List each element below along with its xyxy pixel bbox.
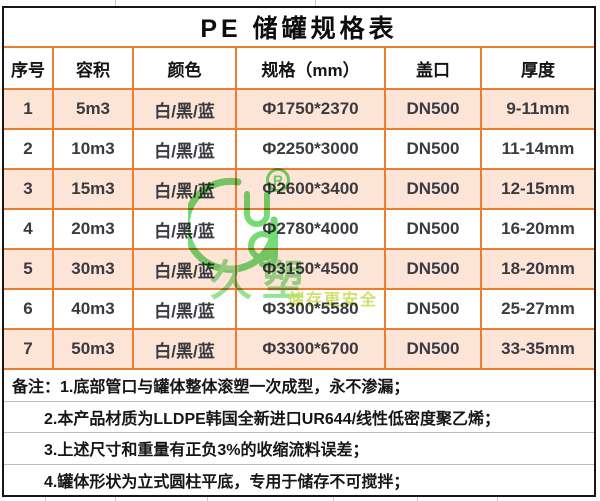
cell-volume: 50m3 — [52, 330, 132, 368]
table-row: 7 50m3 白/黑/蓝 Φ3300*6700 DN500 33-35mm — [4, 330, 594, 370]
cell-spec: Φ3150*4500 — [235, 250, 384, 288]
table-row: 4 20m3 白/黑/蓝 Φ2780*4000 DN500 16-20mm — [4, 210, 594, 250]
cell-thickness: 11-14mm — [480, 130, 594, 168]
cell-volume: 30m3 — [52, 250, 132, 288]
table-header-row: 序号 容积 颜色 规格（mm） 盖口 厚度 — [4, 48, 594, 90]
cell-index: 6 — [23, 299, 33, 318]
gridline-stub — [207, 497, 208, 501]
cell-spec: Φ3300*6700 — [235, 330, 384, 368]
cell-thickness: 33-35mm — [480, 330, 594, 368]
column-header-index: 序号 — [11, 60, 45, 80]
cell-lid: DN500 — [384, 210, 480, 248]
gridline-stub — [115, 497, 116, 501]
column-header-volume: 容积 — [52, 48, 132, 88]
cell-spec: Φ3300*5580 — [235, 290, 384, 328]
cell-color: 白/黑/蓝 — [132, 130, 235, 168]
cell-spec: Φ2780*4000 — [235, 210, 384, 248]
cell-index: 4 — [23, 219, 33, 238]
gridline-stub — [333, 497, 334, 501]
table-row: 6 40m3 白/黑/蓝 Φ3300*5580 DN500 25-27mm — [4, 290, 594, 330]
gridline-stub — [315, 0, 316, 6]
gridline-stub — [115, 0, 116, 6]
cell-thickness: 18-20mm — [480, 250, 594, 288]
table-row: 1 5m3 白/黑/蓝 Φ1750*2370 DN500 9-11mm — [4, 90, 594, 130]
notes-label: 备注： — [12, 379, 61, 397]
cell-volume: 5m3 — [52, 90, 132, 128]
spec-table: PE 储罐规格表 序号 容积 颜色 规格（mm） 盖口 厚度 1 5m3 白/黑… — [2, 6, 596, 497]
gridline-stub — [45, 497, 46, 501]
cell-volume: 20m3 — [52, 210, 132, 248]
note-row: 3.上述尺寸和重量有正负3%的收缩流料误差； — [4, 433, 594, 465]
cell-index: 2 — [23, 139, 33, 158]
table-row: 5 30m3 白/黑/蓝 Φ3150*4500 DN500 18-20mm — [4, 250, 594, 290]
gridline-stub — [497, 497, 498, 501]
cell-index: 5 — [23, 259, 33, 278]
note-text: 2.本产品材质为LLDPE韩国全新进口UR644/线性低密度聚乙烯； — [44, 410, 501, 428]
cell-volume: 10m3 — [52, 130, 132, 168]
table-title-row: PE 储罐规格表 — [4, 8, 594, 48]
note-text: 1.底部管口与罐体整体滚塑一次成型，永不渗漏； — [60, 379, 410, 397]
cell-index: 1 — [23, 99, 33, 118]
cell-color: 白/黑/蓝 — [132, 290, 235, 328]
cell-thickness: 12-15mm — [480, 170, 594, 208]
note-text: 3.上述尺寸和重量有正负3%的收缩流料误差； — [44, 442, 369, 460]
cell-spec: Φ2600*3400 — [235, 170, 384, 208]
column-header-color: 颜色 — [132, 48, 235, 88]
column-header-spec: 规格（mm） — [235, 48, 384, 88]
cell-lid: DN500 — [384, 130, 480, 168]
notes-section: 备注： 1.底部管口与罐体整体滚塑一次成型，永不渗漏； 2.本产品材质为LLDPE… — [4, 370, 594, 495]
page-title: PE 储罐规格表 — [200, 15, 398, 43]
gridline-stub — [417, 497, 418, 501]
table-row: 2 10m3 白/黑/蓝 Φ2250*3000 DN500 11-14mm — [4, 130, 594, 170]
cell-index: 3 — [23, 179, 33, 198]
note-row: 2.本产品材质为LLDPE韩国全新进口UR644/线性低密度聚乙烯； — [4, 402, 594, 433]
cell-lid: DN500 — [384, 170, 480, 208]
cell-volume: 15m3 — [52, 170, 132, 208]
cell-lid: DN500 — [384, 90, 480, 128]
cell-color: 白/黑/蓝 — [132, 210, 235, 248]
cell-index: 7 — [23, 339, 33, 358]
cell-spec: Φ1750*2370 — [235, 90, 384, 128]
cell-lid: DN500 — [384, 250, 480, 288]
cell-thickness: 25-27mm — [480, 290, 594, 328]
cell-volume: 40m3 — [52, 290, 132, 328]
cell-color: 白/黑/蓝 — [132, 170, 235, 208]
cell-color: 白/黑/蓝 — [132, 90, 235, 128]
column-header-thickness: 厚度 — [480, 48, 594, 88]
cell-lid: DN500 — [384, 290, 480, 328]
cell-spec: Φ2250*3000 — [235, 130, 384, 168]
cell-color: 白/黑/蓝 — [132, 330, 235, 368]
table-row: 3 15m3 白/黑/蓝 Φ2600*3400 DN500 12-15mm — [4, 170, 594, 210]
note-row: 备注： 1.底部管口与罐体整体滚塑一次成型，永不渗漏； — [4, 370, 594, 402]
note-row: 4.罐体形状为立式圆柱平底，专用于储存不可搅拌； — [4, 465, 594, 496]
cell-thickness: 16-20mm — [480, 210, 594, 248]
column-header-lid: 盖口 — [384, 48, 480, 88]
cell-lid: DN500 — [384, 330, 480, 368]
note-text: 4.罐体形状为立式圆柱平底，专用于储存不可搅拌； — [44, 473, 410, 491]
cell-thickness: 9-11mm — [480, 90, 594, 128]
cell-color: 白/黑/蓝 — [132, 250, 235, 288]
